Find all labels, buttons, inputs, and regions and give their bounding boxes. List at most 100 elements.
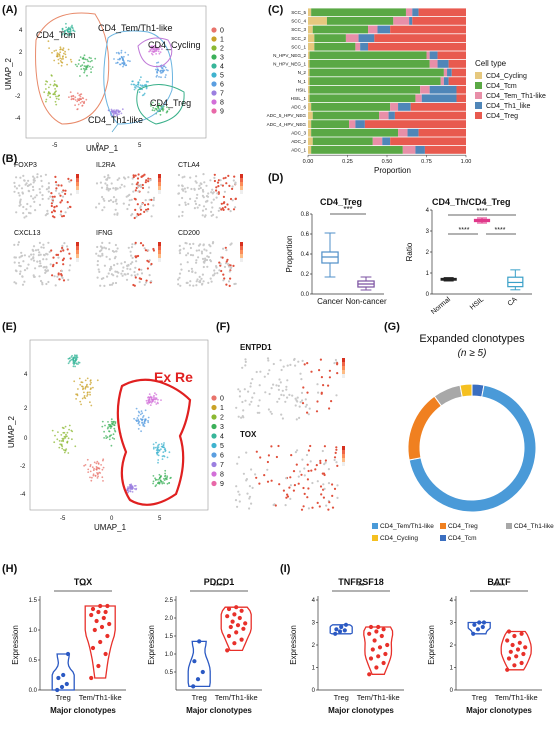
umap-a-point — [157, 69, 160, 72]
umap-a-point — [61, 48, 64, 51]
feature-b-cd200-cell — [184, 241, 187, 245]
feature-b-ifng-cell — [129, 250, 132, 253]
umap-a-point — [82, 67, 85, 70]
c-bar-segment — [355, 42, 361, 51]
feature-b-il2ra-cell — [136, 177, 140, 180]
feature-b-ifng-cell — [120, 272, 123, 275]
feature-f-entpd1-cell — [244, 360, 247, 363]
feature-b-ctla4-cell — [183, 187, 186, 190]
feature-f-entpd1-cell — [276, 400, 279, 403]
feature-b-foxp3-cell — [51, 195, 54, 198]
umap-a-point — [62, 58, 64, 60]
umap-a-point — [117, 51, 120, 54]
feature-f-entpd1-cell — [247, 390, 250, 393]
feature-b-ifng-cell — [122, 266, 125, 269]
c-bar-segment — [456, 85, 466, 94]
umap-e-point — [72, 365, 75, 368]
umap-e-point — [158, 481, 160, 483]
legend-e-label-8: 8 — [220, 472, 224, 479]
umap-e-point — [162, 481, 164, 483]
violin-tox-y-tick-label: 0.0 — [29, 688, 38, 694]
feature-f-entpd1-cell — [256, 411, 259, 414]
feature-b-il2ra-cell — [140, 185, 143, 188]
feature-f-tox-cell — [310, 469, 313, 472]
c-bar-segment — [309, 51, 427, 60]
feature-b-cxcl13-cell — [32, 257, 35, 260]
umap-a-frame — [25, 5, 207, 139]
violin-tnfrsf18-x-label: Treg — [334, 693, 349, 702]
feature-b-cxcl13-cell — [42, 246, 45, 249]
donut-slice-cd4-treg — [407, 395, 443, 461]
feature-b-cxcl13-cell — [57, 273, 60, 276]
violin-pdcd1-y-tick-label: 2.5 — [165, 598, 174, 604]
umap-a-point — [91, 59, 93, 62]
feature-f-entpd1-cell — [280, 368, 283, 372]
umap-a-point — [140, 76, 142, 79]
c-bar-segment — [390, 137, 466, 146]
d-right-x-label: HSIL — [469, 296, 486, 311]
feature-b-ctla4-cell — [217, 179, 220, 182]
feature-b-foxp3-cell — [64, 192, 67, 195]
feature-b-il2ra-gene-label: IL2RA — [96, 162, 116, 169]
feature-b-ifng-cell — [135, 260, 138, 263]
c-legend-swatch — [475, 72, 482, 79]
feature-b-cxcl13-cell — [14, 256, 17, 259]
c-bar-segment — [415, 94, 422, 103]
umap-a-point — [64, 33, 67, 36]
c-bar-segment — [311, 128, 399, 137]
feature-b-il2ra-cell — [107, 174, 110, 177]
umap-a-point — [60, 58, 63, 60]
feature-b-ifng-cell — [114, 243, 117, 247]
feature-b-cd200-cell — [192, 284, 195, 287]
umap-a-point — [147, 80, 149, 83]
feature-b-ifng-cell — [112, 282, 115, 285]
feature-b-foxp3-cell — [59, 194, 62, 197]
umap-a-point — [62, 47, 65, 50]
feature-b-ifng-cell — [97, 268, 100, 271]
feature-b-ctla4-cell — [207, 192, 210, 195]
violin-tox-y-label: Expression — [11, 625, 20, 665]
feature-f-tox-cell — [237, 456, 240, 459]
umap-a-point — [53, 80, 56, 82]
umap-a-point — [63, 52, 65, 55]
umap-a-point — [88, 56, 91, 59]
legend-a-dot-3 — [211, 54, 217, 60]
feature-b-cd200-cell — [234, 282, 237, 285]
umap-e-point — [92, 474, 95, 477]
umap-a-point — [133, 88, 136, 91]
umap-a-point — [125, 64, 128, 67]
feature-b-ifng-colorbar — [158, 258, 161, 262]
umap-a-point — [116, 61, 119, 64]
c-bar-segment — [388, 111, 395, 120]
feature-b-il2ra-cell — [116, 187, 119, 190]
umap-a-point — [115, 62, 117, 64]
umap-a-point — [70, 95, 73, 98]
umap-e-point — [152, 475, 155, 477]
feature-b-cd200-cell — [218, 269, 221, 272]
feature-b-il2ra-cell — [144, 181, 147, 184]
feature-f-entpd1-cell — [304, 405, 307, 408]
umap-e-points — [51, 354, 172, 494]
d-right-x-label: Normal — [430, 296, 452, 316]
feature-b-ctla4-cell — [212, 191, 215, 194]
feature-b-ctla4-cell — [206, 195, 210, 198]
feature-b-cxcl13-cell — [61, 259, 64, 262]
c-bar-segment — [308, 60, 310, 68]
c-category-label: SCC_1 — [291, 44, 306, 49]
legend-a-label-7: 7 — [220, 91, 224, 98]
umap-e-point — [84, 387, 87, 390]
feature-f-tox-cell — [327, 468, 330, 471]
feature-f-tox-cell — [266, 460, 269, 464]
feature-f-entpd1-cell — [286, 379, 289, 382]
c-bar-segment — [308, 68, 310, 77]
umap-a-point — [120, 49, 123, 52]
feature-f-entpd1-colorbar — [342, 366, 345, 370]
feature-b-il2ra-cell — [143, 203, 147, 206]
legend-e-dot-7 — [211, 461, 217, 468]
feature-f-tox-cell — [297, 482, 300, 485]
panel-e: (E) Ex Re -5 0 5 UMAP_1 -4 -2 0 2 4 UMAP… — [2, 321, 224, 532]
feature-b-cd200-cell — [180, 268, 183, 271]
umap-e-point — [86, 395, 88, 397]
d-right-sig: **** — [477, 208, 488, 215]
feature-f-entpd1-cell — [248, 403, 251, 406]
